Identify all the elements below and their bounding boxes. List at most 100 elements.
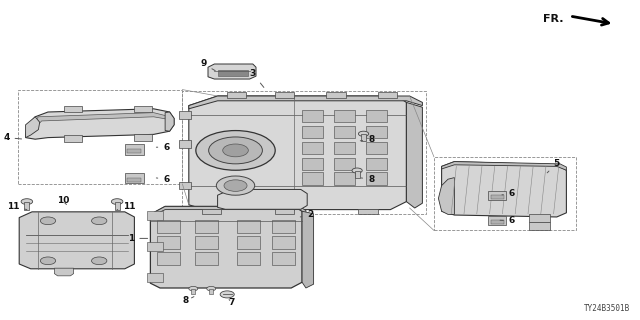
Bar: [209, 289, 213, 294]
Circle shape: [40, 257, 56, 265]
Bar: [157, 236, 180, 249]
Bar: [302, 142, 323, 154]
Bar: [125, 173, 144, 183]
Polygon shape: [442, 162, 566, 217]
Bar: [488, 216, 506, 225]
Circle shape: [207, 286, 216, 291]
Text: 7: 7: [228, 298, 235, 307]
Circle shape: [220, 291, 234, 298]
Bar: [366, 126, 387, 138]
Text: 5: 5: [547, 159, 560, 173]
Circle shape: [92, 217, 107, 225]
Bar: [302, 126, 323, 138]
Polygon shape: [189, 96, 406, 210]
Bar: [227, 92, 246, 98]
Bar: [488, 191, 506, 200]
Polygon shape: [26, 117, 40, 138]
Bar: [157, 220, 180, 233]
Text: 8: 8: [361, 175, 374, 184]
Polygon shape: [406, 102, 422, 208]
Bar: [134, 106, 152, 112]
Text: 6: 6: [156, 143, 170, 152]
Bar: [334, 172, 355, 185]
Bar: [179, 182, 191, 189]
Bar: [366, 172, 387, 185]
Bar: [529, 222, 550, 230]
Bar: [275, 92, 294, 98]
Polygon shape: [150, 206, 306, 217]
Polygon shape: [32, 113, 166, 128]
Bar: [64, 106, 82, 112]
Text: 11: 11: [117, 202, 136, 211]
Bar: [195, 220, 218, 233]
Polygon shape: [438, 178, 454, 214]
Bar: [334, 142, 355, 154]
Text: 3: 3: [250, 69, 264, 87]
Bar: [134, 134, 152, 141]
Bar: [334, 126, 355, 138]
Bar: [366, 158, 387, 170]
Text: 6: 6: [500, 216, 515, 225]
Bar: [237, 252, 260, 265]
Bar: [237, 220, 260, 233]
Bar: [302, 158, 323, 170]
Bar: [275, 209, 294, 214]
Bar: [202, 209, 221, 214]
Circle shape: [352, 168, 362, 173]
Circle shape: [111, 199, 123, 204]
Text: 10: 10: [56, 196, 69, 205]
Polygon shape: [54, 268, 74, 276]
Bar: [491, 220, 504, 224]
Bar: [366, 110, 387, 122]
Polygon shape: [442, 162, 566, 170]
Bar: [218, 70, 248, 76]
Polygon shape: [218, 189, 307, 209]
Polygon shape: [208, 64, 256, 79]
Circle shape: [216, 176, 255, 195]
Bar: [18, 90, 182, 184]
Text: 11: 11: [6, 202, 27, 211]
Bar: [147, 242, 163, 251]
Text: 2: 2: [300, 210, 314, 219]
Bar: [434, 157, 576, 230]
Text: TY24B3501B: TY24B3501B: [584, 304, 630, 313]
Bar: [125, 144, 144, 155]
Bar: [529, 214, 550, 222]
Circle shape: [223, 144, 248, 157]
Bar: [191, 289, 195, 294]
Bar: [272, 220, 295, 233]
Bar: [355, 171, 360, 178]
Bar: [157, 252, 180, 265]
Text: 9: 9: [200, 60, 215, 71]
Circle shape: [40, 217, 56, 225]
Text: 4: 4: [3, 133, 22, 142]
Text: 6: 6: [502, 189, 515, 198]
Polygon shape: [165, 112, 174, 131]
Bar: [147, 273, 163, 282]
Bar: [361, 134, 366, 141]
Polygon shape: [19, 212, 134, 269]
Bar: [115, 202, 120, 210]
Text: 8: 8: [360, 135, 374, 144]
Bar: [272, 252, 295, 265]
Polygon shape: [302, 211, 314, 288]
Bar: [127, 178, 141, 182]
Circle shape: [189, 286, 198, 291]
Bar: [237, 236, 260, 249]
Bar: [334, 158, 355, 170]
Text: 6: 6: [156, 175, 170, 184]
Bar: [378, 92, 397, 98]
Circle shape: [224, 180, 247, 191]
Text: 8: 8: [182, 296, 194, 305]
Bar: [302, 110, 323, 122]
Polygon shape: [150, 206, 302, 288]
Circle shape: [358, 131, 369, 136]
Circle shape: [21, 199, 33, 204]
Polygon shape: [26, 109, 174, 139]
Polygon shape: [189, 96, 422, 109]
Bar: [182, 91, 426, 214]
Bar: [334, 110, 355, 122]
Bar: [195, 252, 218, 265]
Circle shape: [92, 257, 107, 265]
Bar: [302, 172, 323, 185]
